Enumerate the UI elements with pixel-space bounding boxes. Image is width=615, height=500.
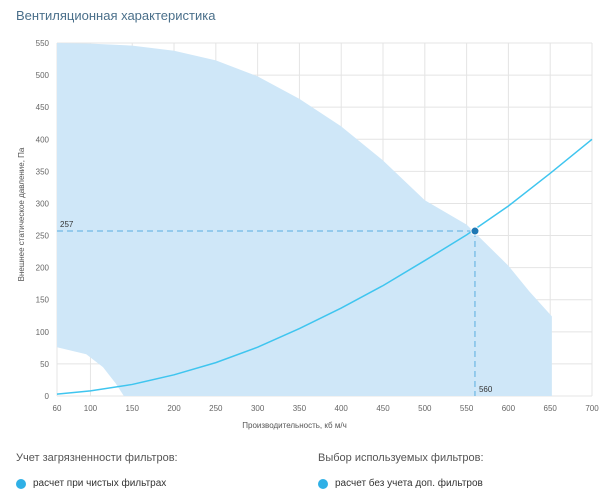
y-tick-label: 50 [40, 360, 49, 369]
y-axis-title: Внешнее статическое давление, Па [17, 147, 26, 281]
operating-area [57, 43, 552, 396]
system-curve-line [56, 138, 593, 395]
filter-selection-option[interactable]: расчет без учета доп. фильтров [318, 478, 484, 489]
y-tick-label: 400 [36, 135, 50, 144]
y-tick-label: 0 [45, 392, 50, 401]
operating-point-marker[interactable] [470, 226, 480, 236]
chart-title: Вентиляционная характеристика [16, 8, 216, 23]
x-tick-label: 400 [335, 404, 349, 413]
filter-selection-label: Выбор используемых фильтров: [318, 452, 484, 464]
y-tick-label: 100 [36, 328, 50, 337]
x-tick-label: 60 [53, 404, 62, 413]
filter-contamination-label: Учет загрязненности фильтров: [16, 452, 178, 464]
x-axis-title: Производительность, кб м/ч [242, 421, 346, 430]
radio-selected-icon[interactable] [318, 478, 328, 489]
x-tick-label: 650 [544, 404, 558, 413]
x-tick-label: 550 [460, 404, 474, 413]
filter-selection-option-label: расчет без учета доп. фильтров [335, 478, 483, 489]
y-tick-label: 200 [36, 264, 50, 273]
filter-contamination-option-label: расчет при чистых фильтрах [33, 478, 167, 489]
x-tick-label: 200 [167, 404, 181, 413]
x-tick-label: 150 [126, 404, 140, 413]
x-tick-label: 450 [376, 404, 390, 413]
x-tick-label: 300 [251, 404, 265, 413]
y-tick-label: 500 [36, 71, 50, 80]
x-tick-label: 600 [502, 404, 516, 413]
y-tick-label: 550 [36, 39, 50, 48]
y-tick-label: 350 [36, 167, 50, 176]
radio-selected-icon[interactable] [16, 478, 26, 489]
y-tick-label: 300 [36, 199, 50, 208]
x-tick-label: 100 [84, 404, 98, 413]
x-tick-label: 250 [209, 404, 223, 413]
y-tick-label: 250 [36, 232, 50, 241]
operating-point-y-label: 257 [60, 220, 74, 229]
x-tick-label: 350 [293, 404, 307, 413]
filter-contamination-group: Учет загрязненности фильтров: расчет при… [16, 452, 178, 489]
chart-svg: 257 560 60 100 150 200 250 300 350 400 450 500 550… [17, 39, 600, 430]
filter-selection-group: Выбор используемых фильтров: расчет без … [318, 452, 484, 489]
x-tick-label: 700 [585, 404, 599, 413]
y-axis-ticks: 0 50 100 150 200 250 300 350 400 450 500 550 [36, 39, 50, 401]
operating-point-x-label: 560 [479, 385, 493, 394]
filter-contamination-option[interactable]: расчет при чистых фильтрах [16, 478, 178, 489]
x-axis-ticks: 60 100 150 200 250 300 350 400 450 500 550 600 650 70… [53, 404, 600, 413]
y-tick-label: 450 [36, 103, 50, 112]
x-tick-label: 500 [418, 404, 432, 413]
y-tick-label: 150 [36, 296, 50, 305]
